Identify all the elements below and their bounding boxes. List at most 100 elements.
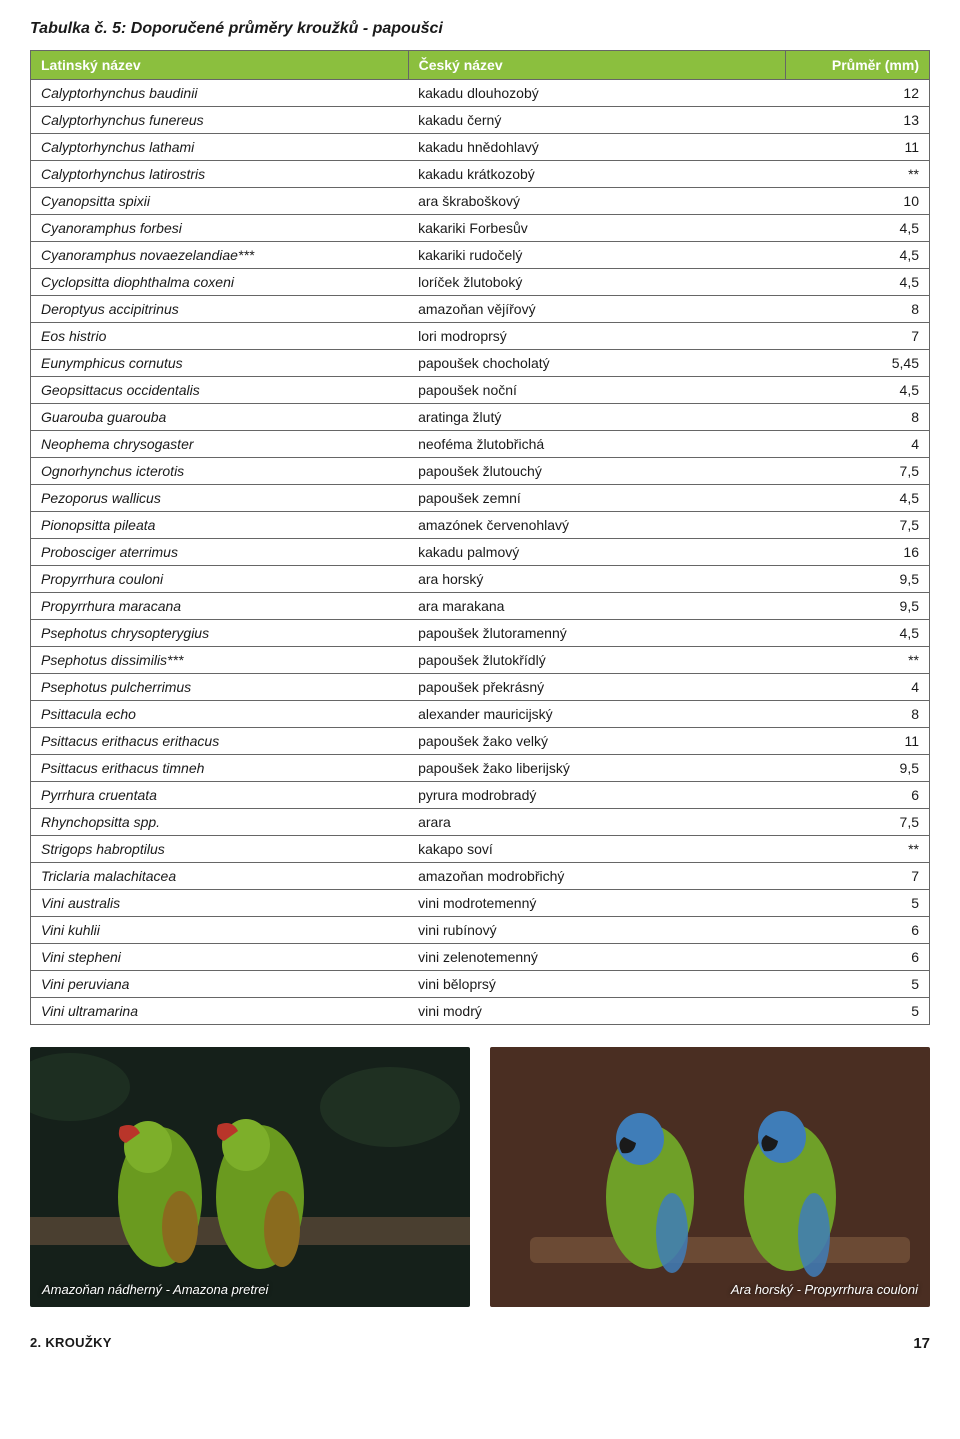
- cell-latin: Psephotus pulcherrimus: [31, 674, 409, 701]
- footer-section: 2. KROUŽKY: [30, 1335, 112, 1352]
- table-row: Propyrrhura maracanaara marakana9,5: [31, 593, 930, 620]
- cell-czech: ara marakana: [408, 593, 786, 620]
- cell-czech: aratinga žlutý: [408, 404, 786, 431]
- cell-latin: Vini kuhlii: [31, 917, 409, 944]
- cell-czech: amazónek červenohlavý: [408, 512, 786, 539]
- cell-latin: Cyanopsitta spixii: [31, 188, 409, 215]
- table-row: Pezoporus wallicuspapoušek zemní4,5: [31, 485, 930, 512]
- table-row: Cyanoramphus forbesikakariki Forbesův4,5: [31, 215, 930, 242]
- cell-czech: loríček žlutoboký: [408, 269, 786, 296]
- table-row: Calyptorhynchus baudiniikakadu dlouhozob…: [31, 80, 930, 107]
- cell-latin: Cyanoramphus forbesi: [31, 215, 409, 242]
- table-row: Psephotus chrysopterygiuspapoušek žlutor…: [31, 620, 930, 647]
- photo-row: Amazoňan nádherný - Amazona pretrei Ara …: [30, 1047, 930, 1307]
- cell-diameter: 4: [786, 431, 930, 458]
- cell-czech: kakadu krátkozobý: [408, 161, 786, 188]
- cell-czech: ara horský: [408, 566, 786, 593]
- cell-latin: Vini peruviana: [31, 971, 409, 998]
- table-row: Vini kuhliivini rubínový6: [31, 917, 930, 944]
- table-row: Vini stephenivini zelenotemenný6: [31, 944, 930, 971]
- cell-diameter: 9,5: [786, 755, 930, 782]
- cell-latin: Rhynchopsitta spp.: [31, 809, 409, 836]
- cell-latin: Triclaria malachitacea: [31, 863, 409, 890]
- species-table: Latinský název Český název Průměr (mm) C…: [30, 50, 930, 1025]
- cell-latin: Pezoporus wallicus: [31, 485, 409, 512]
- cell-diameter: 5,45: [786, 350, 930, 377]
- cell-diameter: 5: [786, 998, 930, 1025]
- cell-czech: papoušek noční: [408, 377, 786, 404]
- table-row: Cyanopsitta spixiiara škraboškový10: [31, 188, 930, 215]
- cell-czech: papoušek chocholatý: [408, 350, 786, 377]
- col-czech: Český název: [408, 51, 786, 80]
- cell-czech: arara: [408, 809, 786, 836]
- cell-diameter: 4,5: [786, 620, 930, 647]
- table-row: Calyptorhynchus latirostriskakadu krátko…: [31, 161, 930, 188]
- cell-latin: Psittacula echo: [31, 701, 409, 728]
- table-row: Triclaria malachitaceaamazoňan modrobřic…: [31, 863, 930, 890]
- cell-czech: amazoňan modrobřichý: [408, 863, 786, 890]
- cell-diameter: 5: [786, 890, 930, 917]
- table-row: Calyptorhynchus lathamikakadu hnědohlavý…: [31, 134, 930, 161]
- cell-latin: Cyanoramphus novaezelandiae***: [31, 242, 409, 269]
- cell-diameter: 11: [786, 134, 930, 161]
- cell-diameter: 6: [786, 944, 930, 971]
- cell-latin: Psephotus dissimilis***: [31, 647, 409, 674]
- cell-diameter: **: [786, 836, 930, 863]
- cell-czech: vini rubínový: [408, 917, 786, 944]
- cell-diameter: 4,5: [786, 485, 930, 512]
- cell-czech: papoušek žako liberijský: [408, 755, 786, 782]
- cell-latin: Vini stepheni: [31, 944, 409, 971]
- table-row: Eos histriolori modroprsý7: [31, 323, 930, 350]
- cell-latin: Probosciger aterrimus: [31, 539, 409, 566]
- cell-diameter: 7,5: [786, 809, 930, 836]
- table-row: Probosciger aterrimuskakadu palmový16: [31, 539, 930, 566]
- cell-czech: papoušek žako velký: [408, 728, 786, 755]
- cell-diameter: 4: [786, 674, 930, 701]
- table-title: Tabulka č. 5: Doporučené průměry kroužků…: [30, 20, 930, 38]
- cell-latin: Geopsittacus occidentalis: [31, 377, 409, 404]
- cell-diameter: 4,5: [786, 242, 930, 269]
- table-header-row: Latinský název Český název Průměr (mm): [31, 51, 930, 80]
- cell-latin: Neophema chrysogaster: [31, 431, 409, 458]
- cell-latin: Pyrrhura cruentata: [31, 782, 409, 809]
- cell-latin: Calyptorhynchus lathami: [31, 134, 409, 161]
- cell-czech: neoféma žlutobřichá: [408, 431, 786, 458]
- cell-latin: Vini australis: [31, 890, 409, 917]
- table-row: Psephotus pulcherrimuspapoušek překrásný…: [31, 674, 930, 701]
- cell-diameter: 8: [786, 701, 930, 728]
- table-row: Pionopsitta pileataamazónek červenohlavý…: [31, 512, 930, 539]
- cell-latin: Pionopsitta pileata: [31, 512, 409, 539]
- table-row: Psittacus erithacus erithacuspapoušek ža…: [31, 728, 930, 755]
- cell-czech: kakapo soví: [408, 836, 786, 863]
- table-row: Calyptorhynchus funereuskakadu černý13: [31, 107, 930, 134]
- cell-latin: Psittacus erithacus timneh: [31, 755, 409, 782]
- cell-czech: pyrura modrobradý: [408, 782, 786, 809]
- cell-latin: Calyptorhynchus funereus: [31, 107, 409, 134]
- cell-czech: kakadu černý: [408, 107, 786, 134]
- photo-propyrrhura-couloni: Ara horský - Propyrrhura couloni: [490, 1047, 930, 1307]
- cell-czech: papoušek překrásný: [408, 674, 786, 701]
- cell-diameter: 4,5: [786, 215, 930, 242]
- table-row: Cyanoramphus novaezelandiae***kakariki r…: [31, 242, 930, 269]
- cell-diameter: 10: [786, 188, 930, 215]
- cell-diameter: 12: [786, 80, 930, 107]
- cell-czech: lori modroprsý: [408, 323, 786, 350]
- cell-diameter: 16: [786, 539, 930, 566]
- photo-amazona-pretrei: Amazoňan nádherný - Amazona pretrei: [30, 1047, 470, 1307]
- cell-latin: Ognorhynchus icterotis: [31, 458, 409, 485]
- cell-czech: vini zelenotemenný: [408, 944, 786, 971]
- photo-caption-left: Amazoňan nádherný - Amazona pretrei: [42, 1282, 268, 1297]
- cell-diameter: 7,5: [786, 458, 930, 485]
- col-latin: Latinský název: [31, 51, 409, 80]
- cell-diameter: 5: [786, 971, 930, 998]
- cell-diameter: 9,5: [786, 593, 930, 620]
- col-diameter: Průměr (mm): [786, 51, 930, 80]
- cell-czech: papoušek zemní: [408, 485, 786, 512]
- page-footer: 2. KROUŽKY 17: [30, 1335, 930, 1352]
- cell-latin: Propyrrhura maracana: [31, 593, 409, 620]
- table-row: Guarouba guaroubaaratinga žlutý8: [31, 404, 930, 431]
- table-row: Cyclopsitta diophthalma coxeniloríček žl…: [31, 269, 930, 296]
- cell-diameter: **: [786, 161, 930, 188]
- table-row: Rhynchopsitta spp.arara7,5: [31, 809, 930, 836]
- cell-latin: Strigops habroptilus: [31, 836, 409, 863]
